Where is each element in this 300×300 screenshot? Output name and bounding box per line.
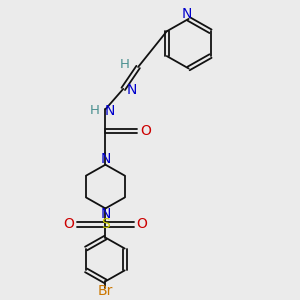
Text: N: N (127, 83, 137, 97)
Text: N: N (182, 7, 192, 21)
Text: O: O (140, 124, 151, 138)
Text: N: N (100, 152, 111, 167)
Text: N: N (105, 104, 115, 118)
Text: Br: Br (98, 284, 113, 298)
Text: H: H (120, 58, 130, 70)
Text: H: H (90, 104, 100, 117)
Text: O: O (136, 218, 147, 232)
Text: S: S (101, 218, 110, 232)
Text: N: N (100, 207, 111, 221)
Text: O: O (63, 218, 74, 232)
